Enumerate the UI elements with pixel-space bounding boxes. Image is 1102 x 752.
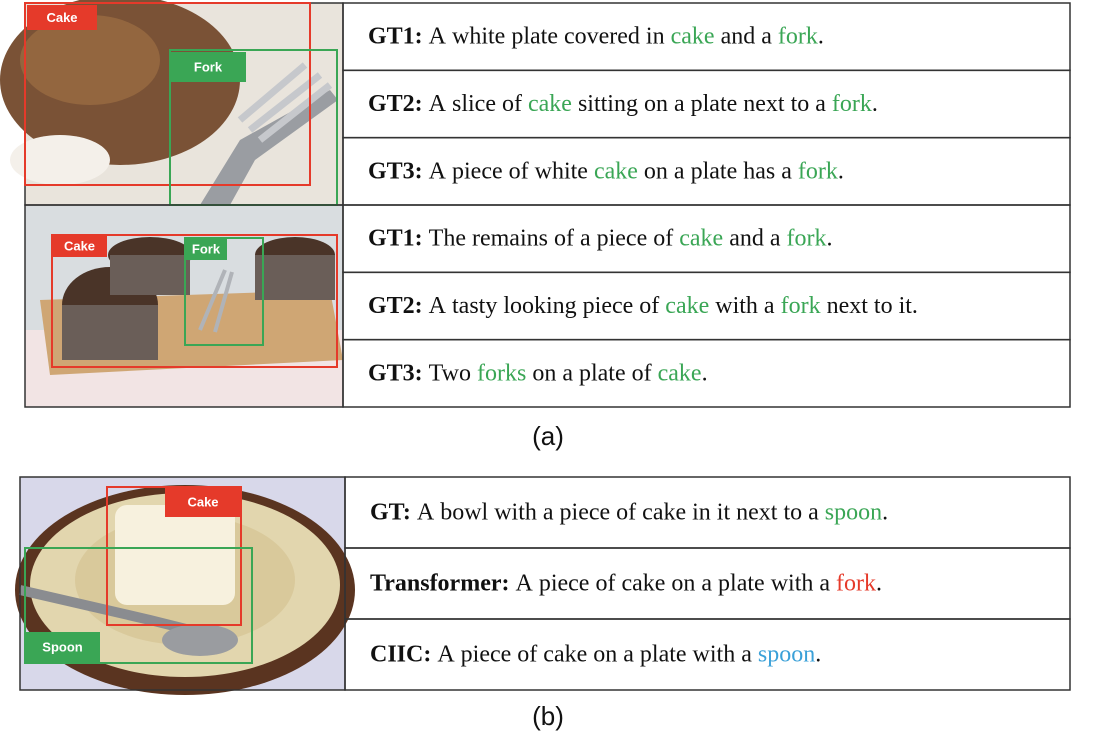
caption: Transformer: A piece of cake on a plate … <box>370 570 882 596</box>
caption-text: A white plate covered in <box>429 23 671 49</box>
caption: GT1: The remains of a piece of cake and … <box>368 225 832 251</box>
caption: GT1: A white plate covered in cake and a… <box>368 23 824 49</box>
highlight-word: fork <box>781 293 821 319</box>
panel-label: (b) <box>532 701 564 731</box>
box-label: Cake <box>64 238 95 253</box>
caption: GT2: A slice of cake sitting on a plate … <box>368 91 878 117</box>
highlight-word: fork <box>798 158 838 184</box>
caption-prefix: GT1: <box>368 225 423 251</box>
caption-prefix: Transformer: <box>370 570 510 596</box>
box-label: Fork <box>192 241 221 256</box>
caption: CIIC: A piece of cake on a plate with a … <box>370 641 821 667</box>
caption-text: with a <box>709 293 780 319</box>
caption-text: . <box>815 641 821 667</box>
highlight-word: cake <box>665 293 709 319</box>
highlight-word: cake <box>679 225 723 251</box>
highlight-word: forks <box>477 360 526 386</box>
caption-text: . <box>818 23 824 49</box>
photo <box>25 205 343 407</box>
highlight-word: cake <box>528 91 572 117</box>
caption-text: The remains of a piece of <box>429 225 680 251</box>
caption-prefix: GT3: <box>368 360 423 386</box>
box-label-bg <box>25 632 100 662</box>
caption-text: A bowl with a piece of cake in it next t… <box>417 499 825 525</box>
caption-prefix: GT1: <box>368 23 423 49</box>
caption-text: on a plate of <box>526 360 657 386</box>
caption-text: . <box>872 91 878 117</box>
caption-text: next to it. <box>821 293 918 319</box>
caption-text: . <box>876 570 882 596</box>
box-label: Spoon <box>42 639 82 654</box>
highlight-word: fork <box>787 225 827 251</box>
highlight-word: fork <box>778 23 818 49</box>
highlight-word: fork <box>836 570 876 596</box>
photo <box>0 0 343 205</box>
caption-text: . <box>882 499 888 525</box>
bounding-box <box>24 2 311 186</box>
caption-text: . <box>702 360 708 386</box>
caption: GT3: Two forks on a plate of cake. <box>368 360 708 386</box>
bounding-box <box>24 547 253 664</box>
caption-cell <box>344 618 1071 691</box>
box-label-bg <box>185 238 227 260</box>
caption-text: and a <box>715 23 778 49</box>
box-label-bg <box>27 5 97 30</box>
caption-prefix: CIIC: <box>370 641 431 667</box>
caption-text: sitting on a plate next to a <box>572 91 832 117</box>
highlight-word: spoon <box>758 641 815 667</box>
caption-text: A piece of cake on a plate with a <box>437 641 758 667</box>
caption-text: A tasty looking piece of <box>429 293 666 319</box>
caption-text: Two <box>429 360 477 386</box>
caption-text: and a <box>723 225 786 251</box>
caption-text: . <box>826 225 832 251</box>
caption-prefix: GT2: <box>368 293 423 319</box>
box-label: Fork <box>194 59 223 74</box>
box-label-bg <box>170 52 246 82</box>
caption-prefix: GT: <box>370 499 411 525</box>
box-label: Cake <box>187 494 218 509</box>
box-label-bg <box>165 487 241 517</box>
box-label-bg <box>52 235 107 257</box>
highlight-word: cake <box>658 360 702 386</box>
bounding-box <box>51 234 338 368</box>
caption-text: on a plate has a <box>638 158 798 184</box>
caption: GT: A bowl with a piece of cake in it ne… <box>370 499 888 525</box>
caption-text: A piece of cake on a plate with a <box>516 570 837 596</box>
caption: GT3: A piece of white cake on a plate ha… <box>368 158 844 184</box>
caption-text: A slice of <box>429 91 528 117</box>
panel-label: (a) <box>532 421 564 451</box>
box-label: Cake <box>46 10 77 25</box>
caption-prefix: GT3: <box>368 158 423 184</box>
caption-text: . <box>838 158 844 184</box>
caption-cell <box>342 338 1071 408</box>
highlight-word: spoon <box>825 499 882 525</box>
caption-prefix: GT2: <box>368 91 423 117</box>
highlight-word: cake <box>671 23 715 49</box>
highlight-word: fork <box>832 91 872 117</box>
caption-text: A piece of white <box>429 158 594 184</box>
highlight-word: cake <box>594 158 638 184</box>
caption: GT2: A tasty looking piece of cake with … <box>368 293 918 319</box>
